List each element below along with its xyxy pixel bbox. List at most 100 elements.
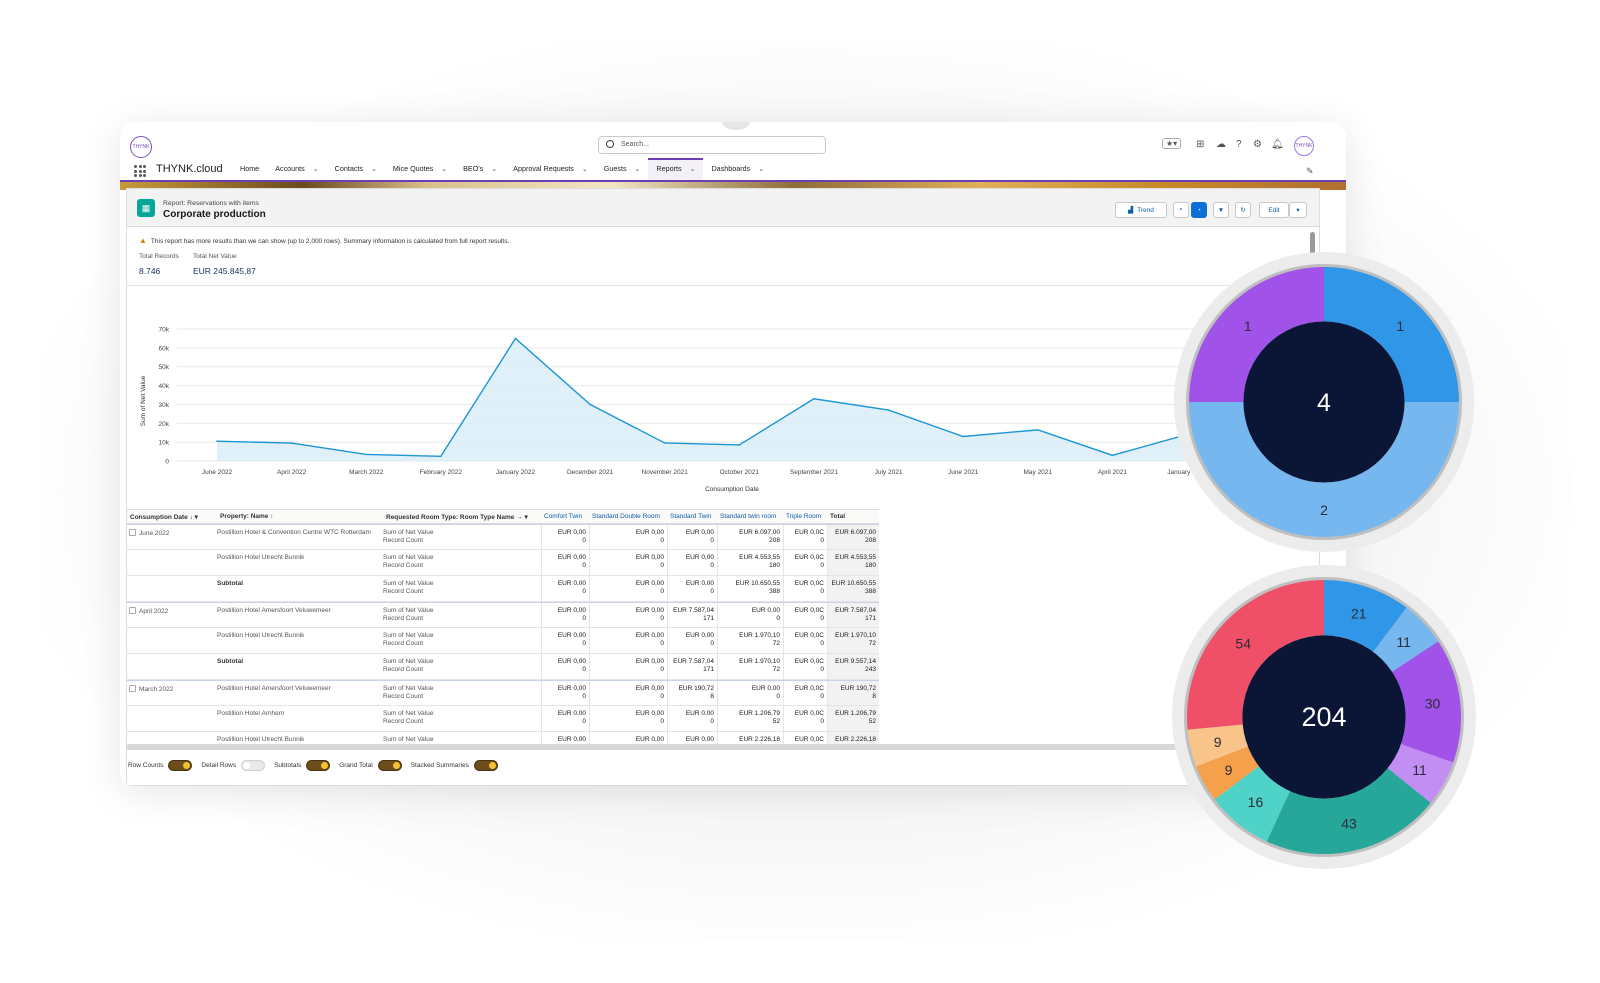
chevron-down-icon[interactable]: ⌄ <box>758 166 765 173</box>
data-point[interactable] <box>365 453 368 456</box>
chevron-down-icon[interactable]: ⌄ <box>371 166 377 173</box>
donut-slice[interactable] <box>1189 402 1459 537</box>
column-header-property[interactable]: Property: Name ↑ <box>220 513 274 520</box>
data-point[interactable] <box>514 337 517 340</box>
org-logo[interactable]: THYNK <box>130 136 152 158</box>
property-link[interactable]: Postillion Hotel Amersfoort Veluwemeer <box>217 685 331 692</box>
donut-slice[interactable] <box>1387 744 1454 803</box>
toggle-switch[interactable] <box>306 759 331 771</box>
chevron-down-icon[interactable]: ⌄ <box>634 166 641 173</box>
donut-slice[interactable] <box>1266 768 1431 854</box>
data-point[interactable] <box>440 455 442 458</box>
nav-item-approval-requests[interactable]: Approval Requests ⌄ <box>505 158 596 182</box>
cell-value: EUR 4.553,55 <box>835 554 876 561</box>
value-cell: EUR 0,00 0 <box>541 525 589 549</box>
app-launcher-icon[interactable] <box>134 165 146 177</box>
chevron-down-icon[interactable]: ⌄ <box>312 166 319 173</box>
toggle-row-counts: Row Counts <box>128 759 193 771</box>
column-header-consumption-date[interactable]: Consumption Date ↓ ▾ <box>130 514 198 521</box>
donut-slice-label: 1 <box>1244 318 1252 334</box>
data-point[interactable] <box>1111 454 1114 457</box>
y-tick-label: 60k <box>159 345 170 352</box>
row-checkbox[interactable] <box>129 685 136 692</box>
favorites-icon[interactable]: ★▾ <box>1162 138 1182 149</box>
edit-nav-icon[interactable]: ✎ <box>1306 166 1314 176</box>
search-report-button[interactable]: ⌕ <box>1173 202 1189 218</box>
donut-slice[interactable] <box>1324 267 1459 402</box>
property-link[interactable]: Postillion Hotel Utrecht Bunnik <box>217 736 305 743</box>
chevron-down-icon[interactable]: ⌄ <box>581 166 588 173</box>
toggle-switch[interactable] <box>168 759 193 771</box>
search-input[interactable]: Search... <box>598 136 826 154</box>
donut-slice[interactable] <box>1373 607 1439 672</box>
notifications-icon[interactable]: 🔔︎ <box>1271 139 1284 150</box>
chevron-down-icon[interactable]: ⌄ <box>491 166 498 173</box>
area-chart: 0 10k 20k 30k 40k 50k 60k 70k June 2022 April 202… <box>140 327 1316 493</box>
filter-button[interactable]: ▼ <box>1213 202 1229 218</box>
nav-item-reports[interactable]: Reports ⌄ <box>648 158 704 182</box>
nav-item-label: Reports <box>656 164 682 173</box>
avatar[interactable]: THYNK <box>1294 136 1314 156</box>
toggle-switch[interactable] <box>377 759 402 771</box>
column-header-standard-twin-room[interactable]: Standard twin room <box>720 513 777 520</box>
column-header-comfort-twin[interactable]: Comfort Twin <box>544 513 583 520</box>
value-cell: EUR 1.970,10 72 <box>717 654 783 679</box>
nav-item-beo-s[interactable]: BEO's ⌄ <box>455 158 505 182</box>
nav-item-dashboards[interactable]: Dashboards ⌄ <box>703 158 772 182</box>
nav-item-home[interactable]: Home <box>232 158 267 182</box>
cell-value: EUR 0,00 <box>751 607 780 614</box>
toggle-switch[interactable] <box>241 759 266 771</box>
help-icon[interactable]: ? <box>1236 139 1242 150</box>
nav-item-contacts[interactable]: Contacts ⌄ <box>327 158 385 182</box>
trend-button[interactable]: ▟ Trend <box>1115 202 1167 218</box>
cell-value: EUR 0,00 <box>557 529 586 536</box>
chevron-down-icon[interactable]: ⌄ <box>441 166 448 173</box>
data-point[interactable] <box>813 397 815 400</box>
property-link[interactable]: Postillion Hotel Arnhem <box>217 710 285 717</box>
cell-value: EUR 0,00 <box>557 736 586 743</box>
property-link[interactable]: Postillion Hotel Amersfoort Veluwemeer <box>217 607 331 614</box>
data-point[interactable] <box>589 403 591 406</box>
row-checkbox[interactable] <box>129 529 136 536</box>
column-header-standard-twin[interactable]: Standard Twin <box>670 513 712 520</box>
chart-toggle-button[interactable]: ◔ <box>1191 202 1207 218</box>
nav-item-accounts[interactable]: Accounts ⌄ <box>267 158 326 182</box>
donut-slice[interactable] <box>1214 766 1290 842</box>
property-link[interactable]: Postillion Hotel Utrecht Bunnik <box>217 632 305 639</box>
edit-button[interactable]: Edit <box>1259 202 1289 218</box>
data-point[interactable] <box>887 409 890 411</box>
donut-slice[interactable] <box>1189 267 1324 402</box>
property-link[interactable]: Postillion Hotel Utrecht Bunnik <box>217 554 305 561</box>
donut-slice[interactable] <box>1196 746 1259 800</box>
nav-item-mice-quotes[interactable]: Mice Quotes ⌄ <box>385 158 455 182</box>
column-header-triple-room[interactable]: Triple Room <box>786 513 822 520</box>
data-point[interactable] <box>290 442 293 444</box>
gear-icon[interactable]: ⚙ <box>1253 139 1262 150</box>
column-header-room-type[interactable]: Requested Room Type: Room Type Name → ▾ <box>386 514 528 521</box>
data-point[interactable] <box>663 442 666 444</box>
chevron-down-icon[interactable]: ⌄ <box>689 166 696 173</box>
data-point[interactable] <box>216 440 218 442</box>
donut-slice[interactable] <box>1324 580 1407 652</box>
data-point[interactable] <box>1036 429 1039 431</box>
data-point[interactable] <box>962 435 964 438</box>
toggle-switch[interactable] <box>473 759 498 771</box>
column-header-standard-double-room[interactable]: Standard Double Room <box>592 513 660 520</box>
add-icon[interactable]: ⊞ <box>1196 139 1205 150</box>
donut-slice[interactable] <box>1392 641 1461 763</box>
column-header-total[interactable]: Total <box>830 513 846 520</box>
table-row: Postillion Hotel Arnhem Sum of Net Value R… <box>127 706 879 732</box>
property-link[interactable]: Postillion Hotel & Convention Centre WTC… <box>217 529 371 536</box>
refresh-button[interactable]: ↻ <box>1235 202 1251 218</box>
nav-item-guests[interactable]: Guests ⌄ <box>596 158 649 182</box>
trailhead-icon[interactable]: ☁ <box>1216 139 1226 150</box>
row-checkbox[interactable] <box>129 607 136 614</box>
more-actions-button[interactable]: ▾ <box>1289 202 1307 218</box>
donut-slice[interactable] <box>1187 580 1324 730</box>
data-point[interactable] <box>738 444 741 446</box>
horizontal-scrollbar[interactable] <box>126 744 1186 750</box>
donut-slice[interactable] <box>1187 724 1248 767</box>
table-row: June 2022 Postillion Hotel & Convention C… <box>127 524 879 550</box>
value-cell: EUR 0,0C 0 <box>783 576 827 601</box>
